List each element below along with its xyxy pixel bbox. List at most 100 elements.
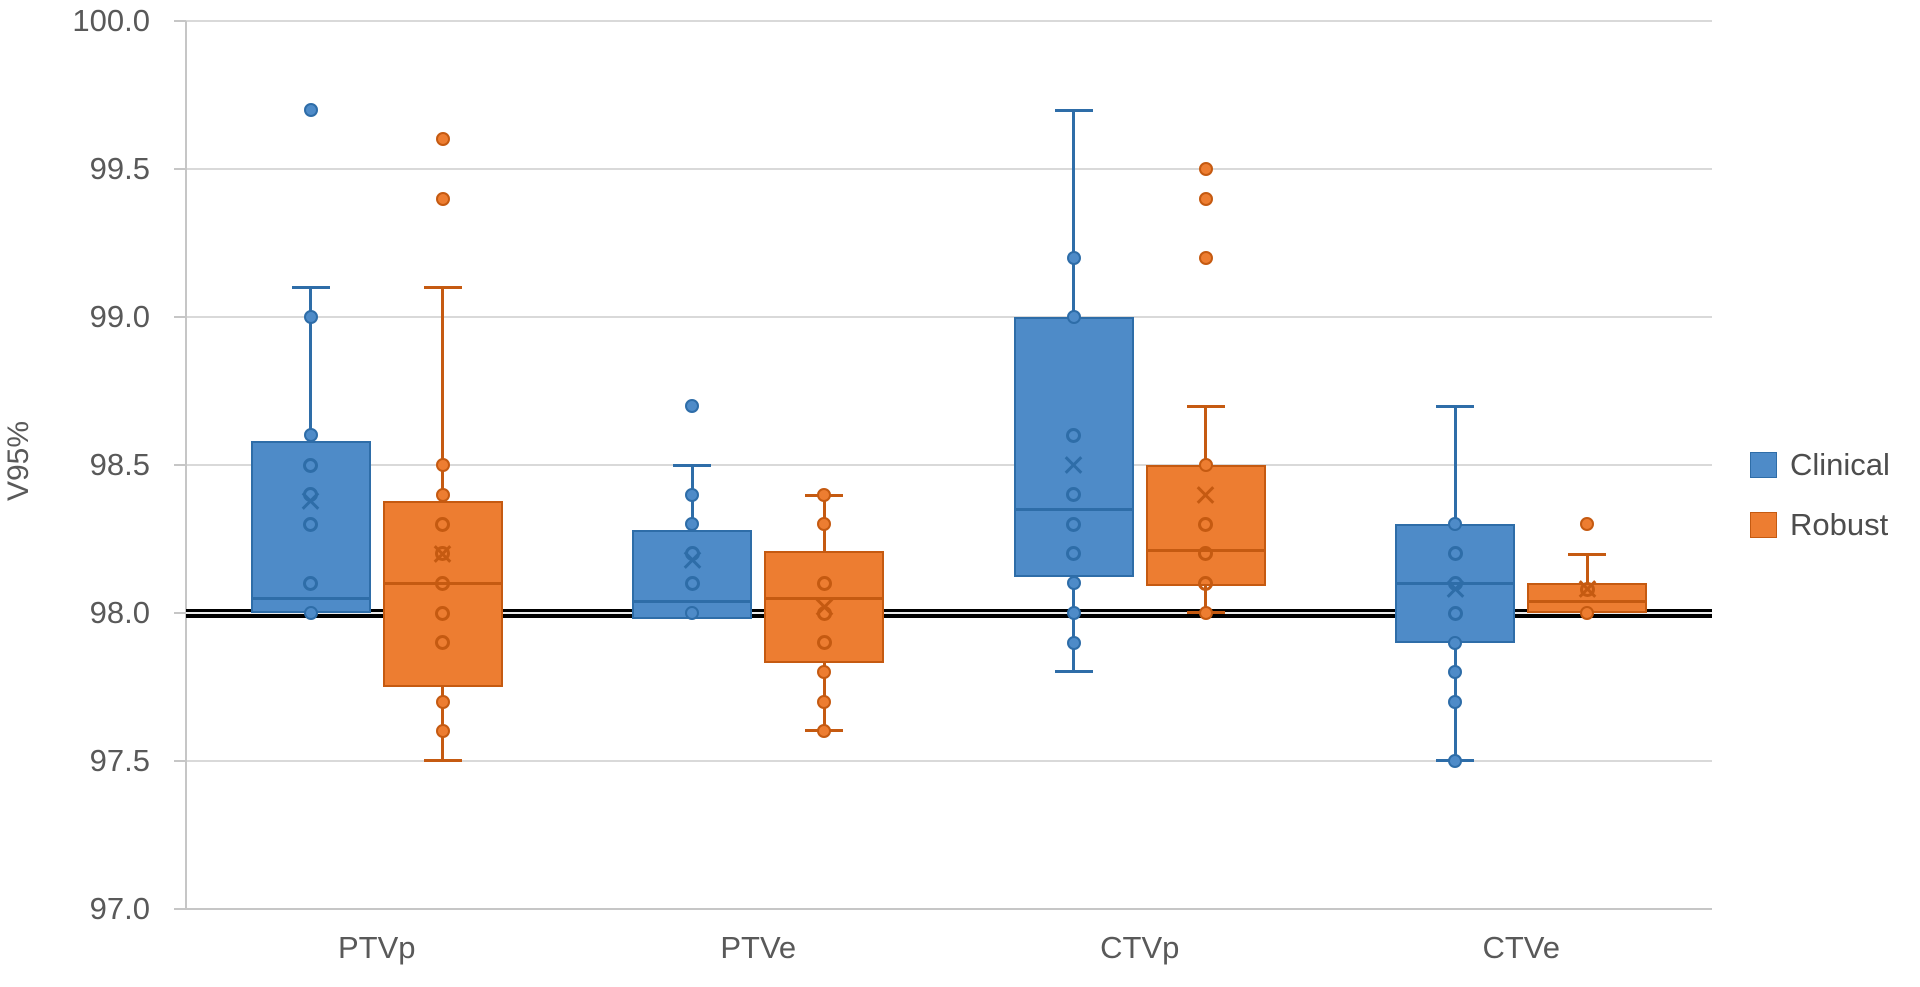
outlier-point-clinical-ptvp bbox=[303, 102, 318, 117]
data-point-clinical-ctve bbox=[1448, 754, 1463, 768]
outlier-point-robust-ptvp bbox=[435, 191, 450, 206]
data-point-open-clinical-ptve bbox=[684, 575, 700, 591]
y-tick-label: 99.5 bbox=[89, 151, 150, 186]
data-point-robust-ctvp bbox=[1198, 606, 1213, 620]
y-tick bbox=[174, 908, 186, 910]
legend-swatch-robust bbox=[1750, 512, 1777, 538]
box-clinical-ptve bbox=[632, 530, 753, 619]
legend-swatch-clinical bbox=[1750, 452, 1777, 478]
data-point-clinical-ptve bbox=[685, 606, 700, 620]
whisker-cap-top-robust-ctve bbox=[1568, 552, 1607, 556]
mean-marker-robust-ptvp bbox=[433, 544, 453, 564]
whisker-cap-top-clinical-ctvp bbox=[1054, 108, 1093, 112]
mean-marker-clinical-ctve bbox=[1445, 579, 1465, 599]
mean-marker-clinical-ctvp bbox=[1064, 455, 1084, 475]
y-tick bbox=[174, 20, 186, 22]
data-point-clinical-ptvp bbox=[303, 428, 318, 443]
data-point-clinical-ctve bbox=[1448, 635, 1463, 650]
x-axis-label-ctve: CTVe bbox=[1482, 930, 1561, 965]
outlier-point-robust-ctvp bbox=[1198, 250, 1213, 265]
y-tick bbox=[174, 316, 186, 318]
mean-marker-clinical-ptvp bbox=[301, 491, 321, 511]
data-point-robust-ptvp bbox=[435, 694, 450, 709]
data-point-robust-ctve bbox=[1580, 606, 1595, 620]
data-point-open-robust-ptve bbox=[816, 575, 832, 591]
whisker-cap-bottom-robust-ptvp bbox=[423, 759, 462, 762]
median-clinical-ptve bbox=[632, 599, 753, 603]
data-point-open-clinical-ctvp bbox=[1066, 516, 1082, 532]
data-point-open-robust-ptvp bbox=[435, 546, 451, 562]
mean-marker-clinical-ptve bbox=[682, 550, 702, 570]
data-point-open-robust-ptvp bbox=[435, 605, 451, 621]
whisker-cap-bottom-clinical-ctvp bbox=[1054, 670, 1093, 674]
mean-marker-robust-ptve bbox=[814, 597, 834, 617]
gridline bbox=[186, 464, 1712, 466]
data-point-open-clinical-ptvp bbox=[303, 516, 319, 532]
data-point-clinical-ptve bbox=[685, 517, 700, 532]
legend-label-robust: Robust bbox=[1790, 507, 1889, 542]
outlier-point-robust-ctvp bbox=[1198, 191, 1213, 206]
data-point-open-robust-ptvp bbox=[435, 635, 451, 651]
data-point-open-clinical-ctve bbox=[1447, 605, 1463, 621]
data-point-open-robust-ptvp bbox=[435, 575, 451, 591]
data-point-clinical-ctvp bbox=[1066, 576, 1081, 591]
median-robust-ptve bbox=[764, 596, 885, 600]
data-point-open-robust-ctve bbox=[1579, 581, 1595, 597]
data-point-clinical-ptvp bbox=[303, 310, 318, 324]
y-tick-label: 98.0 bbox=[89, 595, 150, 630]
data-point-clinical-ptve bbox=[685, 487, 700, 502]
data-point-clinical-ctvp bbox=[1066, 606, 1081, 620]
data-point-open-clinical-ctvp bbox=[1066, 427, 1082, 443]
data-point-clinical-ctvp bbox=[1066, 250, 1081, 265]
data-point-open-clinical-ctvp bbox=[1066, 546, 1082, 562]
whisker-cap-top-robust-ptvp bbox=[423, 286, 462, 290]
x-axis-label-ptve: PTVe bbox=[720, 930, 797, 965]
data-point-open-robust-ptve bbox=[816, 635, 832, 651]
legend-item-robust: Robust bbox=[1750, 508, 1890, 542]
x-axis-label-ptvp: PTVp bbox=[337, 930, 416, 965]
data-point-robust-ctvp bbox=[1198, 458, 1213, 472]
data-point-robust-ptve bbox=[817, 487, 832, 502]
gridline bbox=[186, 316, 1712, 318]
y-tick bbox=[174, 612, 186, 614]
data-point-open-clinical-ctve bbox=[1447, 546, 1463, 562]
whisker-cap-top-clinical-ctve bbox=[1436, 404, 1475, 408]
mean-marker-robust-ctvp bbox=[1196, 485, 1216, 505]
data-point-clinical-ctvp bbox=[1066, 635, 1081, 650]
y-tick bbox=[174, 760, 186, 762]
y-tick-label: 97.5 bbox=[89, 743, 150, 778]
y-axis-title: V95% bbox=[2, 420, 35, 502]
legend: Clinical Robust bbox=[1750, 448, 1890, 568]
data-point-clinical-ctvp bbox=[1066, 310, 1081, 324]
data-point-open-robust-ctvp bbox=[1198, 575, 1214, 591]
gridline bbox=[186, 168, 1712, 170]
whisker-cap-top-robust-ctvp bbox=[1186, 404, 1225, 408]
reference-line-98 bbox=[186, 608, 1712, 618]
x-axis-label-ctvp: CTVp bbox=[1100, 930, 1180, 965]
y-tick-label: 98.5 bbox=[89, 447, 150, 482]
data-point-open-clinical-ctvp bbox=[1066, 487, 1082, 503]
data-point-open-clinical-ptvp bbox=[303, 575, 319, 591]
legend-label-clinical: Clinical bbox=[1790, 447, 1890, 482]
y-tick bbox=[174, 168, 186, 170]
whisker-cap-top-clinical-ptvp bbox=[291, 286, 330, 290]
whisker-cap-top-clinical-ptve bbox=[673, 464, 712, 467]
data-point-open-clinical-ptvp bbox=[303, 457, 319, 473]
box-clinical-ctvp bbox=[1013, 317, 1134, 578]
median-clinical-ptvp bbox=[250, 596, 371, 600]
data-point-robust-ptvp bbox=[435, 458, 450, 472]
outlier-point-robust-ctve bbox=[1580, 517, 1595, 532]
data-point-clinical-ctve bbox=[1448, 517, 1463, 532]
legend-item-clinical: Clinical bbox=[1750, 448, 1890, 482]
gridline bbox=[186, 760, 1712, 762]
data-point-open-robust-ctvp bbox=[1198, 546, 1214, 562]
mean-marker-robust-ctve bbox=[1577, 579, 1597, 599]
data-point-robust-ptve bbox=[817, 517, 832, 532]
data-point-robust-ptvp bbox=[435, 724, 450, 739]
data-point-clinical-ctve bbox=[1448, 694, 1463, 709]
data-point-robust-ptve bbox=[817, 694, 832, 709]
outlier-point-clinical-ptve bbox=[685, 398, 700, 413]
data-point-robust-ptve bbox=[817, 724, 832, 739]
